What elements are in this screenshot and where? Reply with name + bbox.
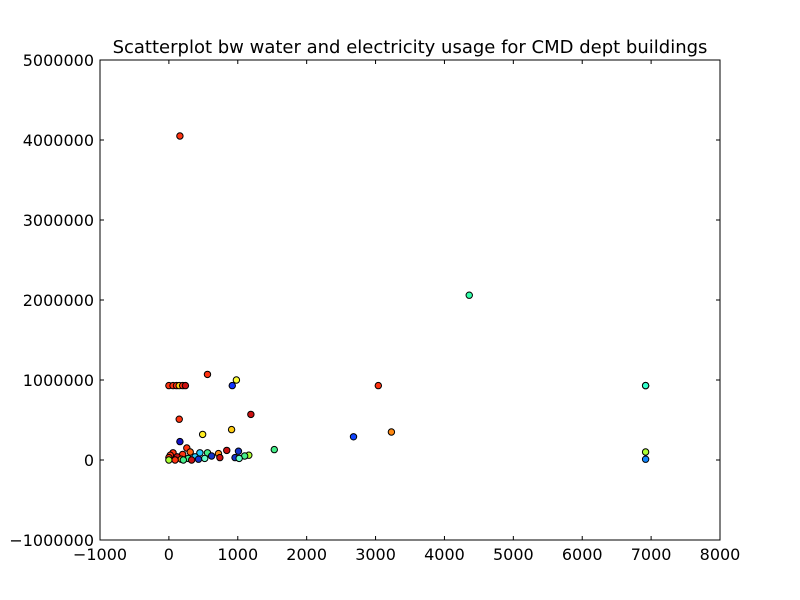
y-tick-label: 2000000 xyxy=(23,291,94,310)
data-points xyxy=(165,132,650,464)
scatter-point xyxy=(165,456,173,464)
scatter-point xyxy=(235,454,243,463)
scatter-point xyxy=(176,132,184,140)
x-tick-label: −1000 xyxy=(73,545,127,564)
scatter-point xyxy=(223,446,231,455)
x-tick-label: 0 xyxy=(164,545,174,564)
y-tick-label: 0 xyxy=(84,451,94,470)
x-tick-label: 3000 xyxy=(355,545,396,564)
y-tick-label: 3000000 xyxy=(23,211,94,230)
x-tick-label: 8000 xyxy=(700,545,741,564)
scatter-point xyxy=(232,376,241,384)
x-tick-label: 4000 xyxy=(424,545,465,564)
scatter-point xyxy=(179,456,188,464)
scatter-point xyxy=(234,447,243,455)
scatter-point xyxy=(247,410,255,419)
scatter-point xyxy=(175,415,183,423)
scatter-point xyxy=(387,428,396,436)
scatter-point xyxy=(374,381,383,390)
scatter-point xyxy=(228,381,236,390)
scatter-point xyxy=(187,456,196,464)
scatter-point xyxy=(203,370,212,379)
scatter-point xyxy=(207,452,216,460)
scatter-point xyxy=(641,381,650,390)
x-tick-label: 7000 xyxy=(631,545,672,564)
y-tick-label: 5000000 xyxy=(23,51,94,70)
x-tick-label: 1000 xyxy=(217,545,258,564)
plot-frame xyxy=(99,59,721,541)
scatter-point xyxy=(171,456,179,464)
scatter-point xyxy=(349,433,358,441)
x-tick-label: 6000 xyxy=(562,545,603,564)
scatter-point xyxy=(270,445,278,454)
scatter-point xyxy=(216,453,224,462)
y-tick-label: 4000000 xyxy=(23,131,94,150)
scatter-point xyxy=(641,455,650,463)
scatter-point xyxy=(186,448,194,456)
x-tick-label: 2000 xyxy=(286,545,327,564)
x-tick-label: 5000 xyxy=(493,545,534,564)
chart-title: Scatterplot bw water and electricity usa… xyxy=(113,37,708,58)
x-axis: −1000 0 1000 2000 3000 4000 5000 6000 7000 8000 xyxy=(73,60,740,564)
scatter-point xyxy=(198,430,207,439)
y-tick-label: −1000000 xyxy=(9,531,94,550)
scatter-point xyxy=(465,291,473,299)
scatter-point xyxy=(176,437,184,446)
scatter-point xyxy=(227,425,236,434)
scatter-point xyxy=(194,455,203,463)
scatter-point xyxy=(201,454,209,463)
scatter-point xyxy=(641,448,650,456)
y-axis: −1000000 0 1000000 2000000 3000000 4000000 500… xyxy=(9,51,720,550)
y-tick-label: 1000000 xyxy=(23,371,94,390)
scatter-point xyxy=(181,381,190,390)
